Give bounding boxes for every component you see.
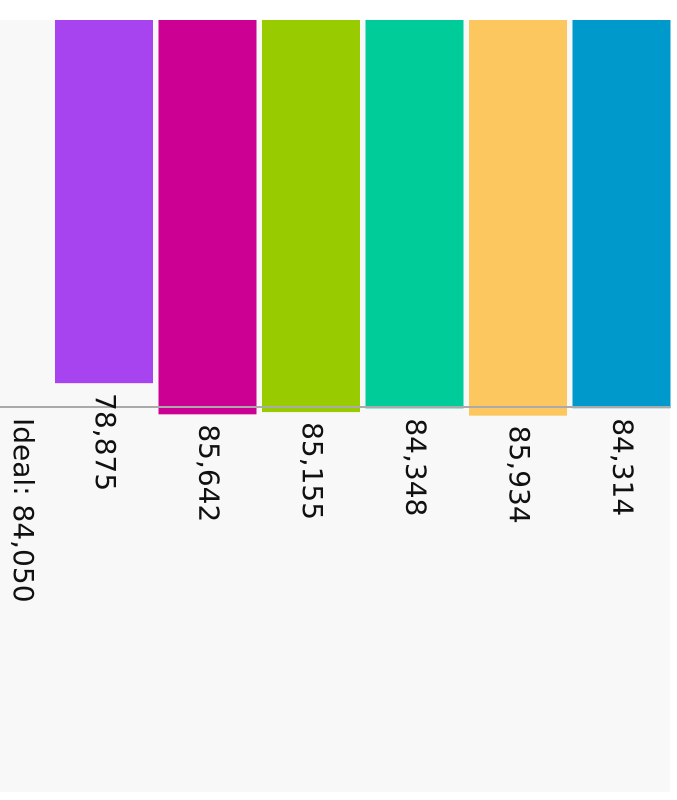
bar: [158, 20, 257, 415]
ideal-label: Ideal: 84,050: [7, 418, 40, 603]
value-label: 85,642: [193, 424, 226, 522]
bar: [572, 20, 671, 409]
bar: [262, 20, 360, 413]
bar: [469, 20, 567, 416]
value-label: 84,348: [400, 418, 433, 516]
value-label: 84,314: [607, 418, 640, 516]
value-label: 85,155: [296, 422, 329, 520]
value-label: 85,934: [503, 426, 536, 524]
bar: [55, 20, 153, 384]
bar: [365, 20, 464, 409]
value-label: 78,875: [89, 393, 122, 491]
